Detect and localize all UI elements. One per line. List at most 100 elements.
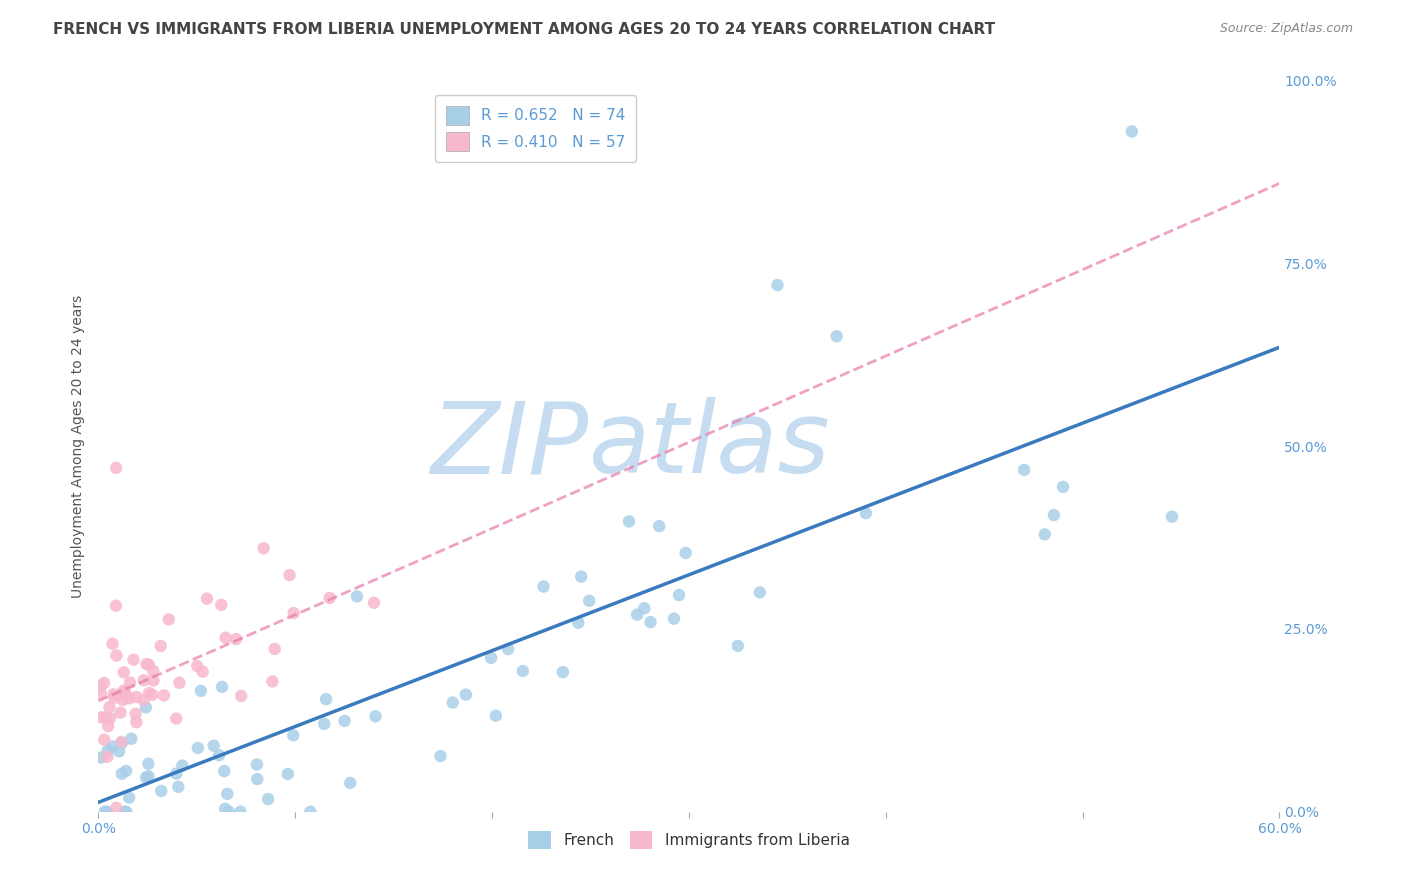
- Immigrants from Liberia: [94, 710, 117, 724]
- Immigrants from Liberia: [96, 749, 118, 764]
- French: [315, 692, 337, 706]
- French: [569, 569, 592, 583]
- French: [218, 805, 240, 819]
- Text: ZIP: ZIP: [430, 398, 589, 494]
- French: [111, 766, 134, 780]
- French: [246, 757, 269, 772]
- French: [346, 590, 368, 604]
- Immigrants from Liberia: [318, 591, 340, 605]
- French: [90, 750, 112, 764]
- Immigrants from Liberia: [191, 665, 214, 679]
- French: [496, 642, 519, 657]
- French: [172, 758, 194, 772]
- Immigrants from Liberia: [283, 606, 305, 620]
- French: [662, 612, 685, 626]
- French: [283, 728, 305, 742]
- Immigrants from Liberia: [231, 689, 253, 703]
- French: [429, 749, 451, 764]
- French: [190, 683, 212, 698]
- Immigrants from Liberia: [138, 657, 160, 672]
- Immigrants from Liberia: [93, 732, 115, 747]
- Immigrants from Liberia: [105, 801, 128, 815]
- Immigrants from Liberia: [89, 679, 111, 693]
- Immigrants from Liberia: [132, 693, 155, 707]
- Immigrants from Liberia: [103, 687, 125, 701]
- French: [277, 767, 299, 781]
- French: [138, 769, 160, 783]
- Immigrants from Liberia: [103, 690, 125, 705]
- French: [229, 805, 252, 819]
- French: [454, 688, 477, 702]
- French: [727, 639, 749, 653]
- Immigrants from Liberia: [105, 648, 128, 663]
- French: [479, 651, 502, 665]
- Immigrants from Liberia: [114, 686, 136, 700]
- French: [138, 756, 160, 771]
- Immigrants from Liberia: [98, 700, 121, 714]
- Immigrants from Liberia: [186, 659, 208, 673]
- French: [115, 805, 138, 819]
- French: [101, 739, 124, 754]
- Immigrants from Liberia: [157, 612, 180, 626]
- French: [748, 585, 770, 599]
- Immigrants from Liberia: [135, 657, 157, 671]
- Immigrants from Liberia: [209, 598, 232, 612]
- Immigrants from Liberia: [153, 689, 176, 703]
- French: [1121, 124, 1143, 138]
- French: [112, 805, 135, 819]
- Immigrants from Liberia: [142, 664, 165, 678]
- Immigrants from Liberia: [225, 632, 247, 646]
- French: [97, 743, 120, 757]
- French: [150, 784, 173, 798]
- French: [257, 792, 280, 806]
- French: [299, 805, 322, 819]
- French: [214, 802, 236, 816]
- Immigrants from Liberia: [101, 637, 124, 651]
- Immigrants from Liberia: [138, 686, 160, 700]
- Immigrants from Liberia: [278, 568, 301, 582]
- Immigrants from Liberia: [142, 673, 165, 688]
- Immigrants from Liberia: [90, 710, 112, 724]
- Text: FRENCH VS IMMIGRANTS FROM LIBERIA UNEMPLOYMENT AMONG AGES 20 TO 24 YEARS CORRELA: FRENCH VS IMMIGRANTS FROM LIBERIA UNEMPL…: [53, 22, 995, 37]
- French: [364, 709, 387, 723]
- French: [246, 772, 269, 786]
- Immigrants from Liberia: [110, 687, 132, 701]
- French: [314, 717, 336, 731]
- Immigrants from Liberia: [118, 691, 141, 706]
- French: [115, 764, 138, 778]
- French: [485, 708, 508, 723]
- Immigrants from Liberia: [93, 676, 115, 690]
- Immigrants from Liberia: [195, 591, 218, 606]
- French: [167, 780, 190, 794]
- Immigrants from Liberia: [112, 665, 135, 680]
- French: [1043, 508, 1066, 522]
- French: [633, 601, 655, 615]
- French: [333, 714, 356, 728]
- French: [211, 680, 233, 694]
- Immigrants from Liberia: [132, 673, 155, 688]
- French: [187, 741, 209, 756]
- Immigrants from Liberia: [105, 461, 128, 475]
- Immigrants from Liberia: [214, 631, 236, 645]
- French: [766, 278, 789, 293]
- Immigrants from Liberia: [141, 688, 163, 702]
- French: [108, 744, 131, 758]
- Text: Source: ZipAtlas.com: Source: ZipAtlas.com: [1219, 22, 1353, 36]
- French: [578, 594, 600, 608]
- French: [441, 696, 464, 710]
- French: [96, 805, 118, 819]
- Immigrants from Liberia: [104, 599, 127, 613]
- French: [855, 506, 877, 520]
- Immigrants from Liberia: [262, 674, 284, 689]
- French: [217, 787, 239, 801]
- Immigrants from Liberia: [98, 711, 121, 725]
- French: [648, 519, 671, 533]
- French: [617, 515, 640, 529]
- French: [111, 736, 134, 750]
- French: [640, 615, 662, 629]
- French: [512, 664, 534, 678]
- French: [135, 771, 157, 785]
- French: [94, 805, 117, 819]
- Immigrants from Liberia: [90, 686, 112, 700]
- Y-axis label: Unemployment Among Ages 20 to 24 years: Unemployment Among Ages 20 to 24 years: [70, 294, 84, 598]
